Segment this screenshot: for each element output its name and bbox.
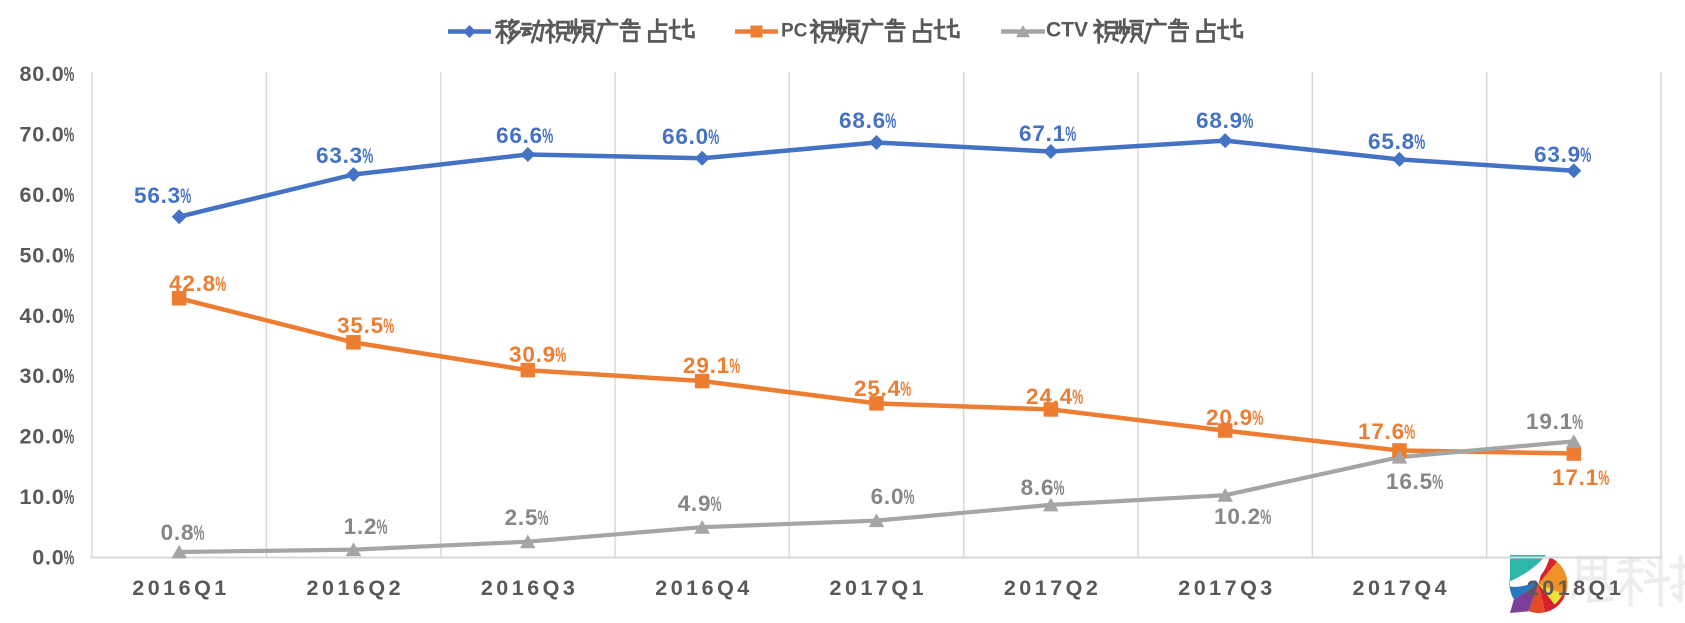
svg-text:%: % [555, 342, 566, 366]
svg-text:2017Q2: 2017Q2 [1004, 576, 1102, 600]
svg-text:%: % [1572, 409, 1583, 433]
svg-text:2017Q3: 2017Q3 [1178, 576, 1276, 600]
svg-text:%: % [1404, 419, 1415, 443]
svg-text:%: % [1252, 405, 1263, 429]
svg-text:%: % [64, 304, 75, 327]
svg-text:67.1: 67.1 [1019, 121, 1066, 146]
svg-text:%: % [215, 271, 226, 295]
svg-text:66.0: 66.0 [662, 124, 709, 149]
svg-text:%: % [64, 123, 75, 146]
svg-text:63.3: 63.3 [316, 143, 363, 168]
svg-text:2018Q1: 2018Q1 [1527, 576, 1625, 600]
svg-text:%: % [64, 63, 75, 86]
svg-text:2016Q4: 2016Q4 [655, 576, 753, 600]
svg-text:0.8: 0.8 [161, 520, 195, 545]
svg-text:%: % [729, 353, 740, 377]
svg-text:20.0: 20.0 [19, 425, 64, 449]
svg-text:30.9: 30.9 [509, 342, 556, 367]
svg-text:17.6: 17.6 [1358, 419, 1405, 444]
svg-text:17.1: 17.1 [1552, 465, 1599, 490]
svg-text:56.3: 56.3 [134, 183, 181, 208]
svg-text:%: % [900, 376, 911, 400]
svg-text:%: % [542, 123, 553, 147]
svg-text:80.0: 80.0 [19, 62, 64, 86]
svg-text:%: % [362, 143, 373, 167]
svg-text:%: % [180, 183, 191, 207]
svg-text:35.5: 35.5 [337, 313, 384, 338]
svg-text:65.8: 65.8 [1368, 129, 1415, 154]
svg-text:%: % [885, 108, 896, 132]
svg-text:24.4: 24.4 [1026, 384, 1073, 409]
svg-text:%: % [64, 546, 75, 569]
svg-text:42.8: 42.8 [169, 271, 216, 296]
svg-text:%: % [538, 505, 549, 529]
svg-text:2016Q2: 2016Q2 [307, 576, 405, 600]
svg-text:2.5: 2.5 [505, 505, 539, 530]
svg-text:%: % [1065, 121, 1076, 145]
svg-text:29.1: 29.1 [683, 353, 730, 378]
svg-text:%: % [377, 514, 388, 538]
svg-text:%: % [904, 484, 915, 508]
svg-text:6.0: 6.0 [871, 484, 905, 509]
svg-text:40.0: 40.0 [19, 304, 64, 328]
svg-text:2016Q3: 2016Q3 [481, 576, 579, 600]
svg-text:%: % [1598, 465, 1609, 489]
svg-text:19.1: 19.1 [1526, 409, 1573, 434]
svg-text:70.0: 70.0 [19, 123, 64, 147]
svg-text:10.0: 10.0 [19, 485, 64, 509]
svg-text:63.9: 63.9 [1534, 142, 1581, 167]
svg-text:%: % [1242, 108, 1253, 132]
svg-text:%: % [64, 425, 75, 448]
svg-text:2017Q1: 2017Q1 [830, 576, 928, 600]
svg-text:%: % [1432, 469, 1443, 493]
svg-text:68.6: 68.6 [839, 108, 886, 133]
svg-text:%: % [1260, 504, 1271, 528]
svg-text:%: % [194, 520, 205, 544]
svg-text:50.0: 50.0 [19, 243, 64, 267]
svg-text:%: % [64, 486, 75, 509]
svg-text:16.5: 16.5 [1386, 469, 1433, 494]
svg-text:%: % [383, 313, 394, 337]
svg-text:4.9: 4.9 [678, 491, 712, 516]
svg-text:25.4: 25.4 [854, 376, 901, 401]
svg-text:66.6: 66.6 [496, 123, 543, 148]
svg-text:%: % [1414, 129, 1425, 153]
svg-text:20.9: 20.9 [1206, 405, 1253, 430]
svg-text:%: % [64, 365, 75, 388]
svg-text:PC: PC [781, 20, 808, 41]
svg-text:%: % [1580, 142, 1591, 166]
svg-text:2017Q4: 2017Q4 [1353, 576, 1451, 600]
svg-text:8.6: 8.6 [1021, 475, 1055, 500]
svg-text:%: % [1054, 475, 1065, 499]
svg-text:%: % [1072, 384, 1083, 408]
svg-text:60.0: 60.0 [19, 183, 64, 207]
svg-text:%: % [711, 491, 722, 515]
svg-text:1.2: 1.2 [344, 514, 378, 539]
svg-text:68.9: 68.9 [1196, 108, 1243, 133]
svg-text:30.0: 30.0 [19, 364, 64, 388]
svg-text:0.0: 0.0 [32, 545, 64, 569]
svg-text:10.2: 10.2 [1214, 504, 1261, 529]
svg-text:2016Q1: 2016Q1 [132, 576, 230, 600]
svg-text:%: % [64, 184, 75, 207]
svg-text:%: % [64, 244, 75, 267]
svg-text:%: % [708, 124, 719, 148]
svg-text:CTV: CTV [1046, 19, 1088, 42]
